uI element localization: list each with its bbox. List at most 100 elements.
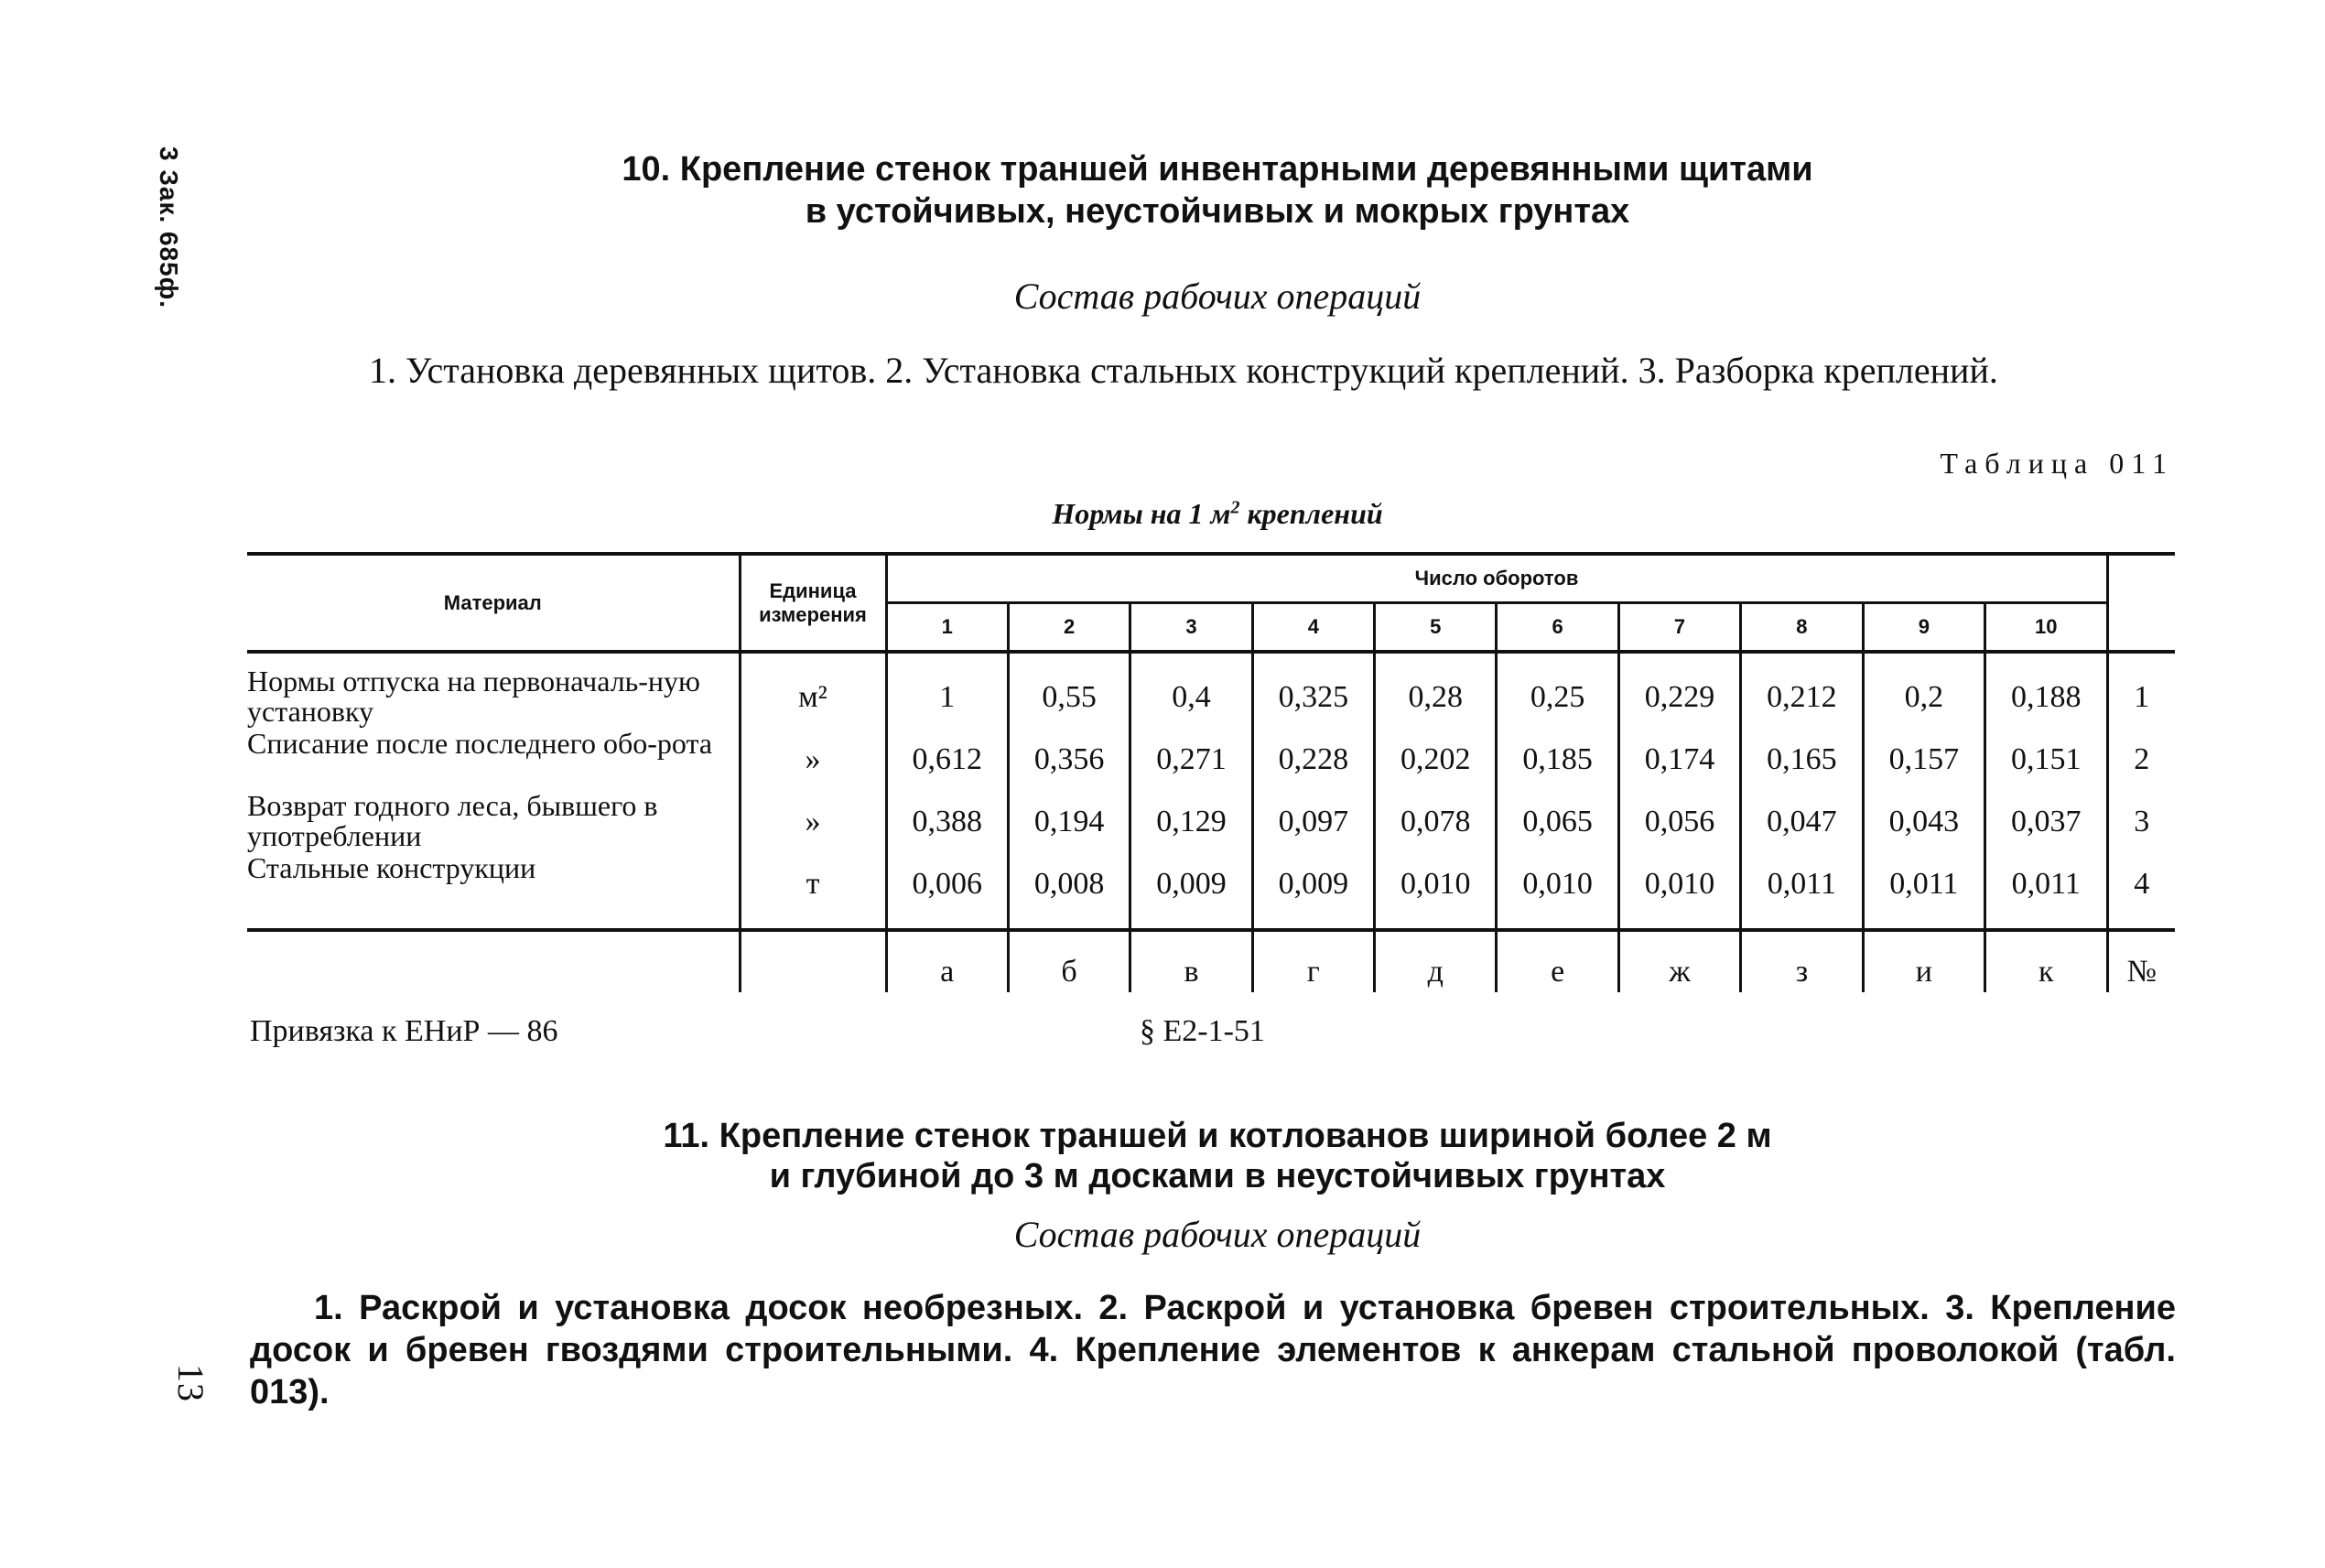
- value-cell: 0,097: [1250, 791, 1375, 853]
- no-label: №: [2105, 928, 2176, 992]
- table-number: Таблица 011: [1940, 447, 2174, 480]
- section11-title-line2: и глубиной до 3 м досками в неустойчивых…: [769, 1157, 1666, 1195]
- value-cell: 0,271: [1129, 729, 1253, 791]
- norms-table: Материал Единица измерения Число оборото…: [247, 552, 2176, 992]
- material-cell: Списание после последнего обо-рота: [247, 727, 713, 760]
- section10-operations: 1. Установка деревянных щитов. 2. Устано…: [369, 350, 1998, 391]
- column-letter: ж: [1617, 928, 1741, 992]
- binding-text: Привязка к ЕНиР — 86: [250, 1014, 558, 1048]
- value-cell: 0,047: [1739, 791, 1864, 853]
- value-cell: 0,129: [1129, 791, 1253, 853]
- value-cell: 0,037: [1984, 791, 2108, 853]
- value-cell: 0,202: [1373, 729, 1497, 791]
- unit-cell: т: [738, 853, 886, 915]
- column-letter: з: [1739, 928, 1864, 992]
- value-cell: 0,229: [1617, 666, 1741, 729]
- value-cell: 0,165: [1739, 729, 1864, 791]
- header-turn: 3: [1129, 601, 1253, 654]
- column-letter: в: [1129, 928, 1253, 992]
- value-cell: 0,010: [1495, 853, 1619, 915]
- value-cell: 0,212: [1739, 666, 1864, 729]
- value-cell: 0,388: [884, 791, 1009, 853]
- value-cell: 0,151: [1984, 729, 2108, 791]
- value-cell: 0,228: [1250, 729, 1375, 791]
- value-cell: 0,010: [1617, 853, 1741, 915]
- row-number: 4: [2105, 853, 2176, 915]
- value-cell: 0,174: [1617, 729, 1741, 791]
- value-cell: 0,011: [1739, 853, 1864, 915]
- value-cell: 0,056: [1617, 791, 1741, 853]
- page-number: 13: [170, 1364, 211, 1402]
- header-turn: 10: [1984, 601, 2108, 654]
- caption-suffix: креплений: [1239, 497, 1383, 530]
- value-cell: 0,55: [1006, 666, 1130, 729]
- value-cell: 0,4: [1129, 666, 1253, 729]
- value-cell: 1: [884, 666, 1009, 729]
- caption-sup: 2: [1230, 497, 1240, 518]
- blank-cell: [247, 928, 740, 992]
- value-cell: 0,185: [1495, 729, 1619, 791]
- value-cell: 0,010: [1373, 853, 1497, 915]
- value-cell: 0,009: [1129, 853, 1253, 915]
- unit-cell: »: [738, 791, 886, 853]
- section10-title-line2: в устойчивых, неустойчивых и мокрых грун…: [805, 192, 1630, 231]
- reference-text: § Е2-1-51: [1140, 1014, 1265, 1048]
- section11-title-line1: 11. Крепление стенок траншей и котловано…: [663, 1117, 1772, 1155]
- unit-cell: »: [738, 729, 886, 791]
- value-cell: 0,043: [1861, 791, 1985, 853]
- table-row: Нормы отпуска на первоначаль-ную установ…: [247, 665, 2176, 729]
- value-cell: 0,008: [1006, 853, 1130, 915]
- value-cell: 0,157: [1861, 729, 1985, 791]
- value-cell: 0,2: [1861, 666, 1985, 729]
- column-letter: б: [1006, 928, 1130, 992]
- value-cell: 0,356: [1006, 729, 1130, 791]
- unit-cell: м²: [738, 666, 886, 729]
- value-cell: 0,188: [1984, 666, 2108, 729]
- material-cell: Возврат годного леса, бывшего в употребл…: [247, 789, 658, 852]
- header-turn: 4: [1250, 601, 1375, 654]
- column-letter: г: [1250, 928, 1375, 992]
- column-letter: и: [1861, 928, 1985, 992]
- section10-subtitle: Состав рабочих операций: [1013, 276, 1422, 317]
- value-cell: 0,009: [1250, 853, 1375, 915]
- header-turn: 6: [1495, 601, 1619, 654]
- blank-cell: [738, 928, 886, 992]
- value-cell: 0,065: [1495, 791, 1619, 853]
- header-material: Материал: [247, 552, 740, 654]
- header-turn: 5: [1373, 601, 1497, 654]
- caption-text: Нормы на 1 м: [1052, 497, 1231, 530]
- value-cell: 0,006: [884, 853, 1009, 915]
- value-cell: 0,612: [884, 729, 1009, 791]
- header-turn: 7: [1617, 601, 1741, 654]
- value-cell: 0,078: [1373, 791, 1497, 853]
- header-unit: Единица измерения: [738, 552, 886, 654]
- row-number: 2: [2105, 729, 2176, 791]
- column-letter: к: [1984, 928, 2108, 992]
- header-turn: 8: [1739, 601, 1864, 654]
- table-row: Списание после последнего обо-рота » 0,612…: [247, 727, 2176, 791]
- column-letter: д: [1373, 928, 1497, 992]
- section10-title-line1: 10. Крепление стенок траншей инвентарным…: [622, 150, 1813, 189]
- column-letter: е: [1495, 928, 1619, 992]
- row-number: 3: [2105, 791, 2176, 853]
- table-caption: Нормы на 1 м2 креплений: [0, 497, 2325, 531]
- table-row: Стальные конструкции т 0,006 0,008 0,009 0,00…: [247, 851, 2176, 915]
- header-turn: 9: [1861, 601, 1985, 654]
- row-number: 1: [2105, 666, 2176, 729]
- header-turns: Число оборотов: [884, 552, 2108, 603]
- value-cell: 0,325: [1250, 666, 1375, 729]
- value-cell: 0,194: [1006, 791, 1130, 853]
- value-cell: 0,28: [1373, 666, 1497, 729]
- table-row: Возврат годного леса, бывшего в употребл…: [247, 789, 2176, 853]
- value-cell: 0,25: [1495, 666, 1619, 729]
- header-no-blank: [2105, 552, 2176, 654]
- value-cell: 0,011: [1861, 853, 1985, 915]
- value-cell: 0,011: [1984, 853, 2108, 915]
- material-cell: Стальные конструкции: [247, 851, 536, 884]
- header-turn: 1: [884, 601, 1009, 654]
- header-turn: 2: [1006, 601, 1130, 654]
- section11-subtitle: Состав рабочих операций: [1013, 1214, 1422, 1255]
- column-letter: а: [884, 928, 1009, 992]
- section11-operations: 1. Раскрой и установка досок необрезных.…: [250, 1289, 2176, 1411]
- material-cell: Нормы отпуска на первоначаль-ную установ…: [247, 665, 700, 728]
